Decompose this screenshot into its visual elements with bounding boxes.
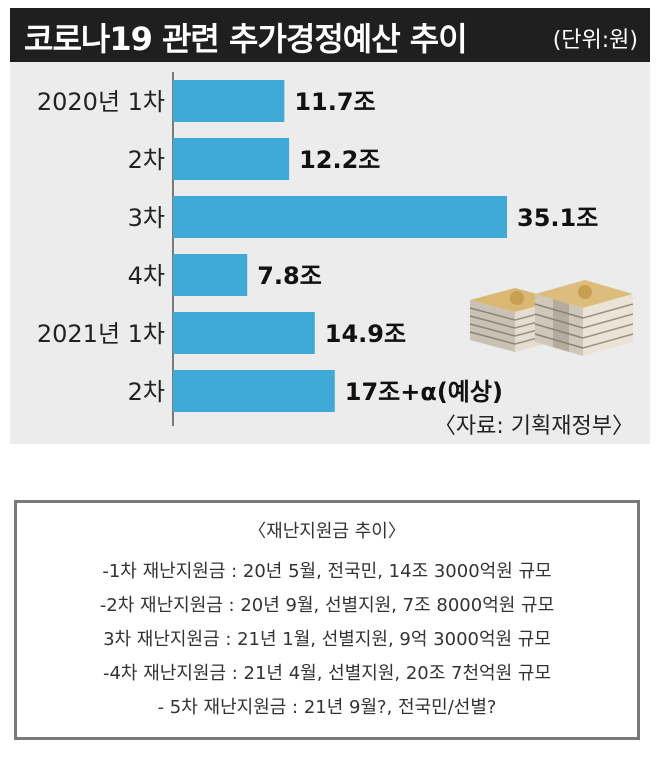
unit-label: (단위:원) (552, 28, 638, 53)
chart-panel: 코로나19 관련 추가경정예산 추이 (단위:원) 2020년 1차 11.7조 2… (10, 8, 650, 444)
money-stack-icon (469, 280, 634, 356)
category-label: 2021년 1차 (37, 320, 165, 348)
bar (173, 138, 290, 180)
value-label: 17조+α(예상) (345, 378, 503, 406)
source-label: 〈자료: 기획재정부〉 (433, 414, 634, 439)
title-bar: 코로나19 관련 추가경정예산 추이 (단위:원) (10, 8, 650, 62)
bar (173, 312, 315, 354)
value-label: 12.2조 (299, 146, 380, 174)
note-box: 〈재난지원금 추이〉 -1차 재난지원금 : 20년 5월, 전국민, 14조 … (14, 500, 640, 740)
chart-title: 코로나19 관련 추가경정예산 추이 (24, 20, 468, 58)
category-label: 4차 (128, 262, 165, 290)
bar (173, 80, 285, 122)
bar-chart: 2020년 1차 11.7조 2차 12.2조 3차 35.1조 4차 7.8조 2021년 1… (37, 72, 598, 426)
value-label: 35.1조 (517, 204, 598, 232)
value-label: 14.9조 (325, 320, 406, 348)
note-line: 3차 재난지원금 : 21년 1월, 선별지원, 9억 3000억원 규모 (103, 629, 551, 650)
value-label: 7.8조 (257, 262, 322, 290)
bar (173, 254, 248, 296)
category-label: 2차 (128, 146, 165, 174)
category-label: 3차 (128, 204, 165, 232)
note-line: -1차 재난지원금 : 20년 5월, 전국민, 14조 3000억원 규모 (102, 561, 552, 582)
category-label: 2020년 1차 (37, 88, 165, 116)
category-label: 2차 (128, 378, 165, 406)
bar (173, 196, 507, 238)
value-label: 11.7조 (294, 88, 375, 116)
note-line: -4차 재난지원금 : 21년 4월, 선별지원, 20조 7천억원 규모 (102, 663, 552, 684)
bar (173, 370, 335, 412)
note-title: 〈재난지원금 추이〉 (248, 521, 406, 542)
note-line: - 5차 재난지원금 : 21년 9월?, 전국민/선별? (157, 697, 497, 718)
note-line: -2차 재난지원금 : 20년 9월, 선별지원, 7조 8000억원 규모 (99, 595, 555, 616)
